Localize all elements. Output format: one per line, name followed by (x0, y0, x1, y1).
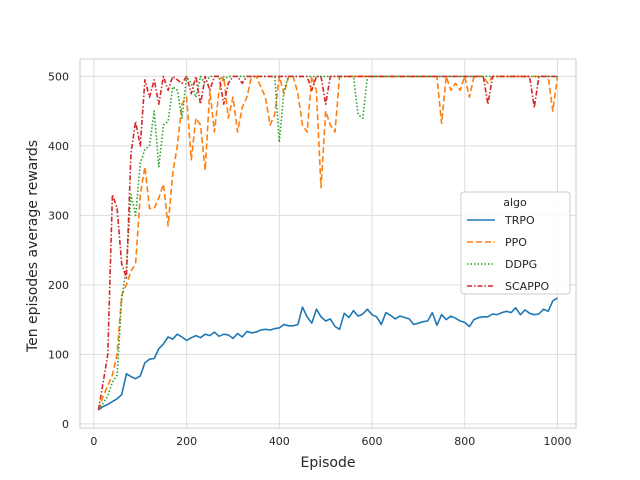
legend-label-ddpg: DDPG (505, 258, 537, 271)
x-tick-label: 600 (362, 435, 383, 448)
x-tick-label: 1000 (543, 435, 571, 448)
legend-box (460, 191, 571, 295)
series-line-ddpg (97, 75, 558, 411)
y-tick-label: 200 (48, 279, 69, 292)
series-line-trpo (98, 297, 558, 411)
legend: algo TRPO PPO DDPG SCAPPO (460, 191, 571, 295)
legend-title: algo (503, 196, 527, 209)
axes-frame (79, 58, 577, 429)
x-axis-label: Episode (301, 455, 356, 471)
y-axis-ticks: 0 100 200 300 400 500 (48, 70, 69, 430)
legend-label-ppo: PPO (505, 236, 527, 249)
x-tick-label: 400 (269, 435, 290, 448)
legend-label-trpo: TRPO (504, 214, 535, 227)
x-tick-label: 200 (176, 435, 197, 448)
y-tick-label: 400 (48, 140, 69, 153)
legend-entries: TRPO PPO DDPG SCAPPO (467, 214, 549, 293)
y-tick-label: 300 (48, 209, 69, 222)
y-tick-label: 0 (62, 418, 69, 431)
legend-label-scappo: SCAPPO (505, 280, 549, 293)
series-line-scappo (97, 75, 558, 411)
x-tick-label: 0 (90, 435, 97, 448)
axes-border (79, 58, 577, 429)
series-layer (97, 75, 559, 411)
x-axis-ticks: 0 200 400 600 800 1000 (90, 435, 571, 448)
y-axis-label: Ten episodes average rewards (25, 140, 41, 353)
x-tick-label: 800 (454, 435, 475, 448)
y-tick-label: 100 (48, 348, 69, 361)
y-tick-label: 500 (48, 70, 69, 83)
